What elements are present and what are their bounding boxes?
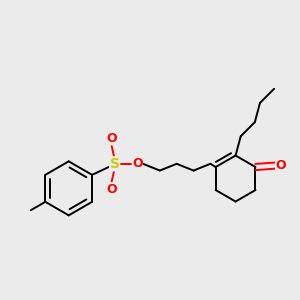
- Text: O: O: [106, 183, 117, 196]
- Text: O: O: [275, 159, 286, 172]
- Text: O: O: [106, 132, 117, 145]
- Text: S: S: [110, 157, 120, 171]
- Text: O: O: [132, 157, 143, 170]
